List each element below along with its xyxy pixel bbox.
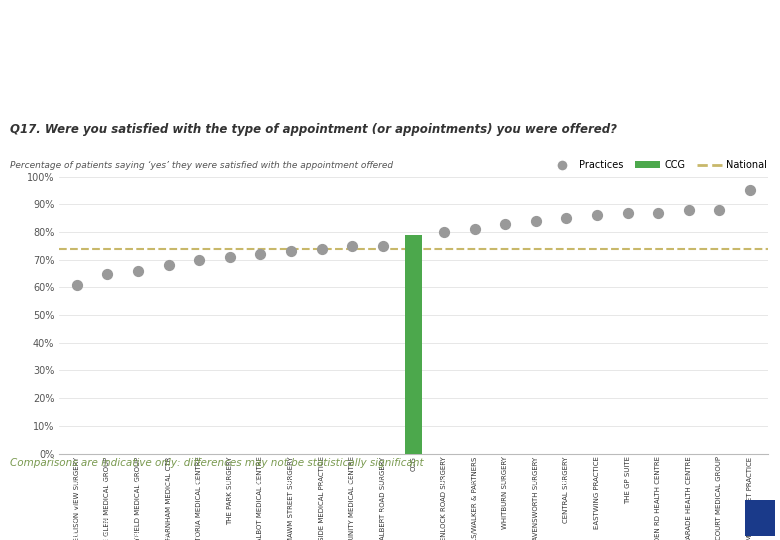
Point [499,219,512,228]
Point [622,208,634,217]
Point [468,225,480,233]
Point [743,186,756,195]
Text: Comparisons are indicative only: differences may not be statistically significan: Comparisons are indicative only: differe… [10,458,424,468]
Text: Social Research Institute: Social Research Institute [10,518,114,528]
Point [71,280,83,289]
Text: Q17. Were you satisfied with the type of appointment (or appointments) you were : Q17. Were you satisfied with the type of… [10,123,617,136]
Text: how the CCG’s practices compare: how the CCG’s practices compare [10,55,379,74]
Point [377,241,389,250]
Text: Base: All who tried to make an appointment since being registered: National (711: Base: All who tried to make an appointme… [10,480,588,488]
Text: Percentage of patients saying ‘yes’ they were satisfied with the appointment off: Percentage of patients saying ‘yes’ they… [10,161,393,170]
Point [162,261,175,269]
Point [560,214,573,222]
Point [101,269,114,278]
Text: Satisfaction with appointment offered:: Satisfaction with appointment offered: [10,31,439,51]
Text: © Ipsos MORI    18-042653-01 | Version 1 | Public: © Ipsos MORI 18-042653-01 | Version 1 | … [10,532,199,540]
Point [285,247,297,256]
Point [713,206,725,214]
Text: 27: 27 [381,510,399,525]
Point [590,211,603,220]
Point [132,266,144,275]
Point [530,217,542,225]
Text: Ipsos MORI: Ipsos MORI [10,505,76,515]
Point [682,206,695,214]
Point [193,255,205,264]
Point [315,244,328,253]
Legend: Practices, CCG, National: Practices, CCG, National [546,157,771,174]
Point [346,241,359,250]
FancyBboxPatch shape [745,500,775,536]
Point [438,228,450,237]
Point [652,208,665,217]
Bar [405,235,422,454]
Point [224,253,236,261]
Point [254,250,267,259]
